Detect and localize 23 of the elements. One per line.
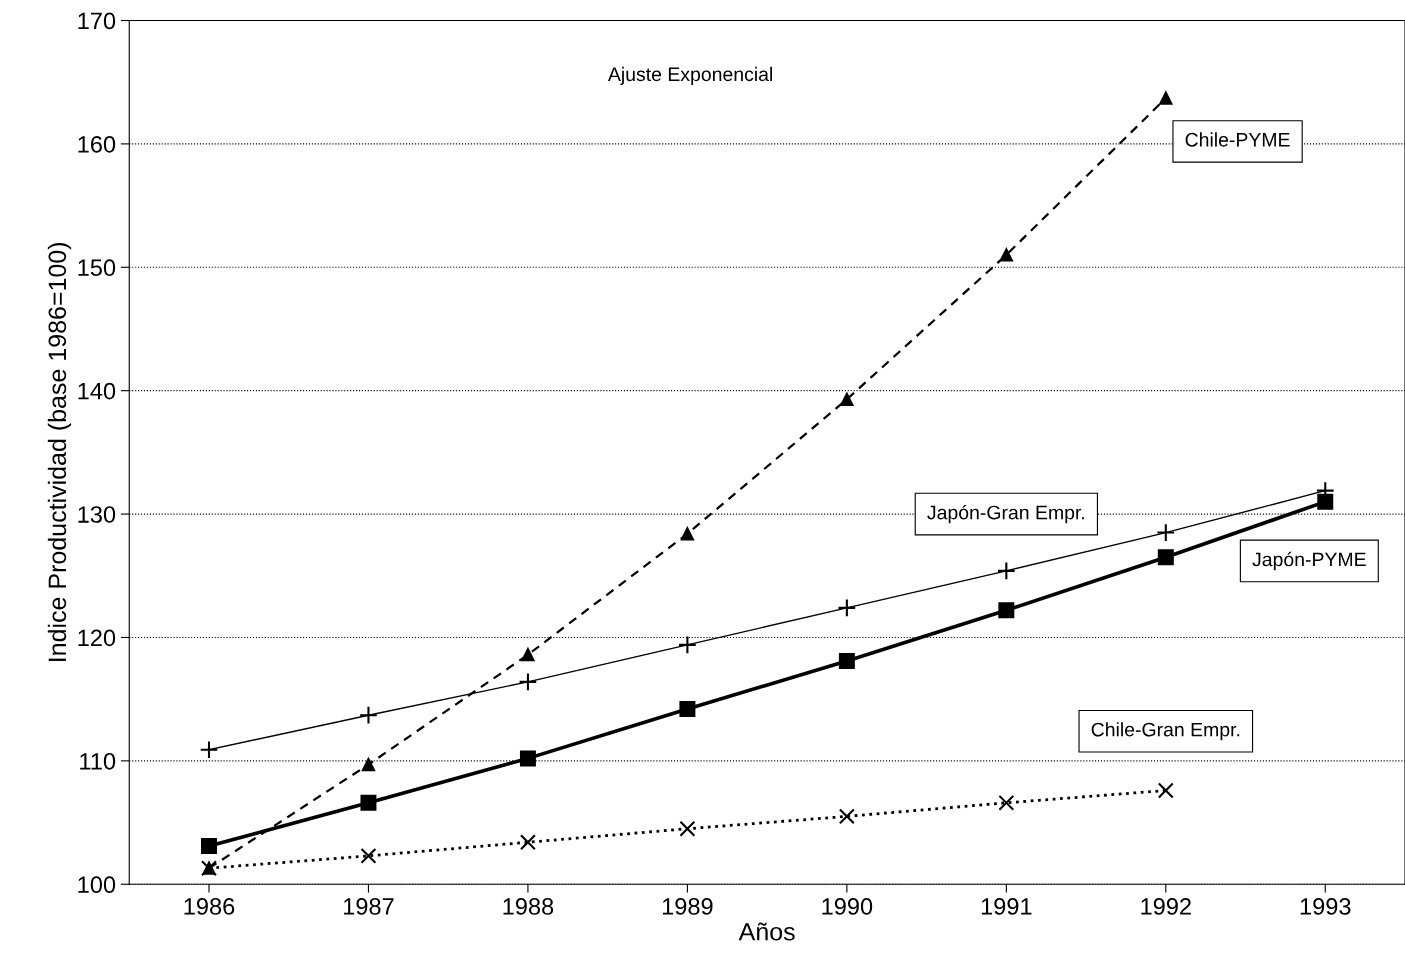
x-tick-label: 1988: [503, 898, 554, 915]
y-tick-label: 170: [78, 12, 116, 30]
y-tick-label: 160: [78, 135, 116, 153]
series-label: Chile-PYME: [1185, 132, 1290, 147]
x-tick-label: 1989: [662, 898, 713, 915]
series-label: Japón-PYME: [1252, 551, 1366, 571]
annotation: Ajuste Exponencial: [607, 66, 772, 85]
y-tick-label: 100: [78, 876, 116, 894]
y-tick-label: 130: [78, 506, 116, 523]
y-tick-label: 150: [78, 259, 116, 277]
y-axis-title: Indice Productividad (base 1986=100): [47, 243, 72, 661]
y-tick-label: 140: [78, 382, 116, 400]
y-tick-label: 120: [78, 629, 116, 647]
x-axis-title: Años: [738, 922, 795, 941]
x-tick-label: 1992: [1141, 898, 1191, 915]
x-tick-label: 1991: [981, 898, 1032, 915]
text: Chile-Gran Empr.: [1091, 722, 1240, 741]
x-tick-label: 1987: [344, 898, 394, 915]
x-tick-label: 1993: [1300, 898, 1351, 915]
y-tick-label: 110: [80, 752, 116, 770]
x-tick-label: 1990: [822, 898, 873, 915]
series-label: Japón-Gran Empr.: [927, 504, 1084, 524]
x-tick-label: 1986: [184, 898, 235, 915]
